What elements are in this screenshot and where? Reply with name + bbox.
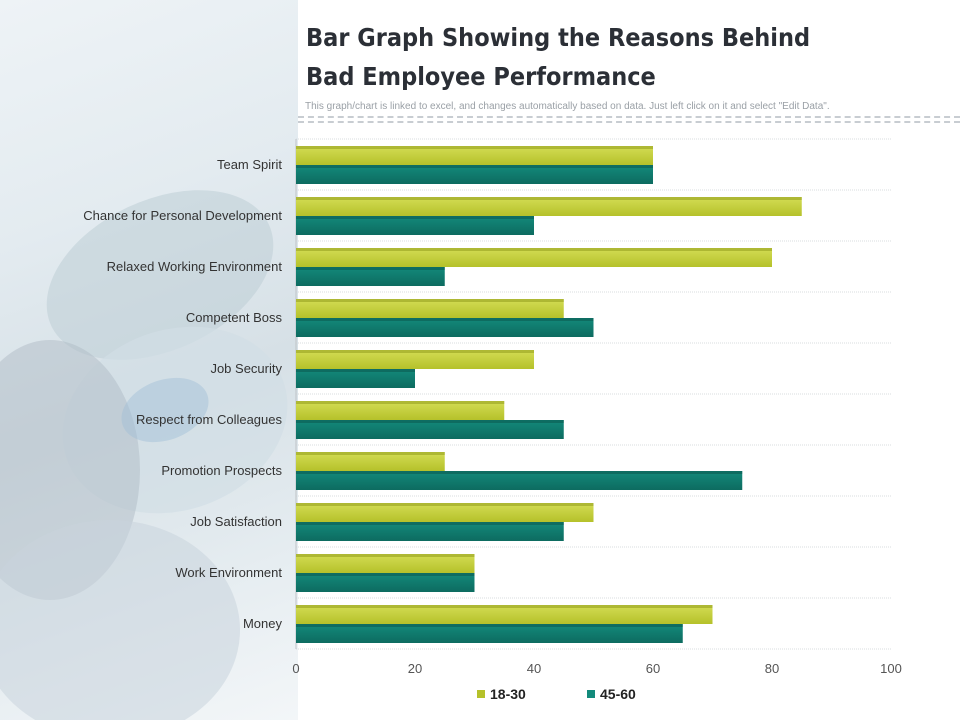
category-label: Relaxed Working Environment — [107, 259, 283, 274]
bar-series-2 — [296, 471, 743, 490]
divider-line — [298, 121, 960, 123]
bar-series-1 — [296, 554, 475, 573]
x-tick-label: 40 — [527, 661, 541, 676]
legend-label-series-1: 18-30 — [490, 686, 526, 702]
bar-series-1-edge — [296, 299, 564, 302]
bar-series-2-edge — [296, 369, 415, 372]
bar-series-1-edge — [296, 452, 445, 455]
bar-series-2 — [296, 522, 564, 541]
category-label: Chance for Personal Development — [83, 208, 282, 223]
bar-series-2-edge — [296, 573, 475, 576]
bar-series-2-edge — [296, 522, 564, 525]
bar-series-1 — [296, 452, 445, 471]
legend-label-series-2: 45-60 — [600, 686, 636, 702]
bar-series-1 — [296, 401, 505, 420]
bar-series-2-edge — [296, 420, 564, 423]
x-tick-label: 100 — [880, 661, 902, 676]
category-label: Team Spirit — [217, 157, 282, 172]
background-photo — [0, 0, 298, 720]
category-label: Respect from Colleagues — [136, 412, 282, 427]
bar-series-2 — [296, 318, 594, 337]
bar-series-2-edge — [296, 216, 534, 219]
bar-series-1 — [296, 503, 594, 522]
category-label: Competent Boss — [186, 310, 283, 325]
bar-series-2-edge — [296, 165, 653, 168]
bar-series-1-edge — [296, 401, 505, 404]
bar-series-2-edge — [296, 267, 445, 270]
slide-title: Bar Graph Showing the Reasons Behind Bad… — [306, 23, 811, 91]
category-label: Work Environment — [175, 565, 282, 580]
legend-item-series-2: 45-60 — [587, 685, 636, 703]
bar-series-1 — [296, 197, 802, 216]
bar-series-1-edge — [296, 605, 713, 608]
bar-series-2 — [296, 165, 653, 184]
bar-series-2 — [296, 573, 475, 592]
bar-series-1-edge — [296, 554, 475, 557]
bar-series-1 — [296, 350, 534, 369]
bar-series-1 — [296, 605, 713, 624]
bar-series-1-edge — [296, 503, 594, 506]
bar-series-2-edge — [296, 318, 594, 321]
category-label: Job Security — [210, 361, 282, 376]
category-label: Job Satisfaction — [190, 514, 282, 529]
bar-series-1-edge — [296, 350, 534, 353]
x-tick-label: 60 — [646, 661, 660, 676]
photo-shape — [0, 520, 240, 720]
bar-series-2 — [296, 216, 534, 235]
legend-swatch-series-1 — [477, 690, 485, 698]
category-label: Promotion Prospects — [161, 463, 282, 478]
bar-series-1 — [296, 146, 653, 165]
x-tick-label: 0 — [292, 661, 299, 676]
bar-series-1-edge — [296, 248, 772, 251]
legend-swatch-series-2 — [587, 690, 595, 698]
bar-series-2 — [296, 624, 683, 643]
divider-line — [298, 116, 960, 118]
bar-series-2 — [296, 420, 564, 439]
legend-item-series-1: 18-30 — [477, 685, 526, 703]
bar-series-1-edge — [296, 197, 802, 200]
bar-series-1-edge — [296, 146, 653, 149]
bar-series-1 — [296, 299, 564, 318]
x-tick-label: 20 — [408, 661, 422, 676]
bar-series-2 — [296, 267, 445, 286]
bar-series-2-edge — [296, 471, 743, 474]
x-tick-label: 80 — [765, 661, 779, 676]
bar-series-2 — [296, 369, 415, 388]
bar-series-2-edge — [296, 624, 683, 627]
bar-series-1 — [296, 248, 772, 267]
category-label: Money — [243, 616, 283, 631]
slide-subtitle: This graph/chart is linked to excel, and… — [305, 101, 830, 112]
